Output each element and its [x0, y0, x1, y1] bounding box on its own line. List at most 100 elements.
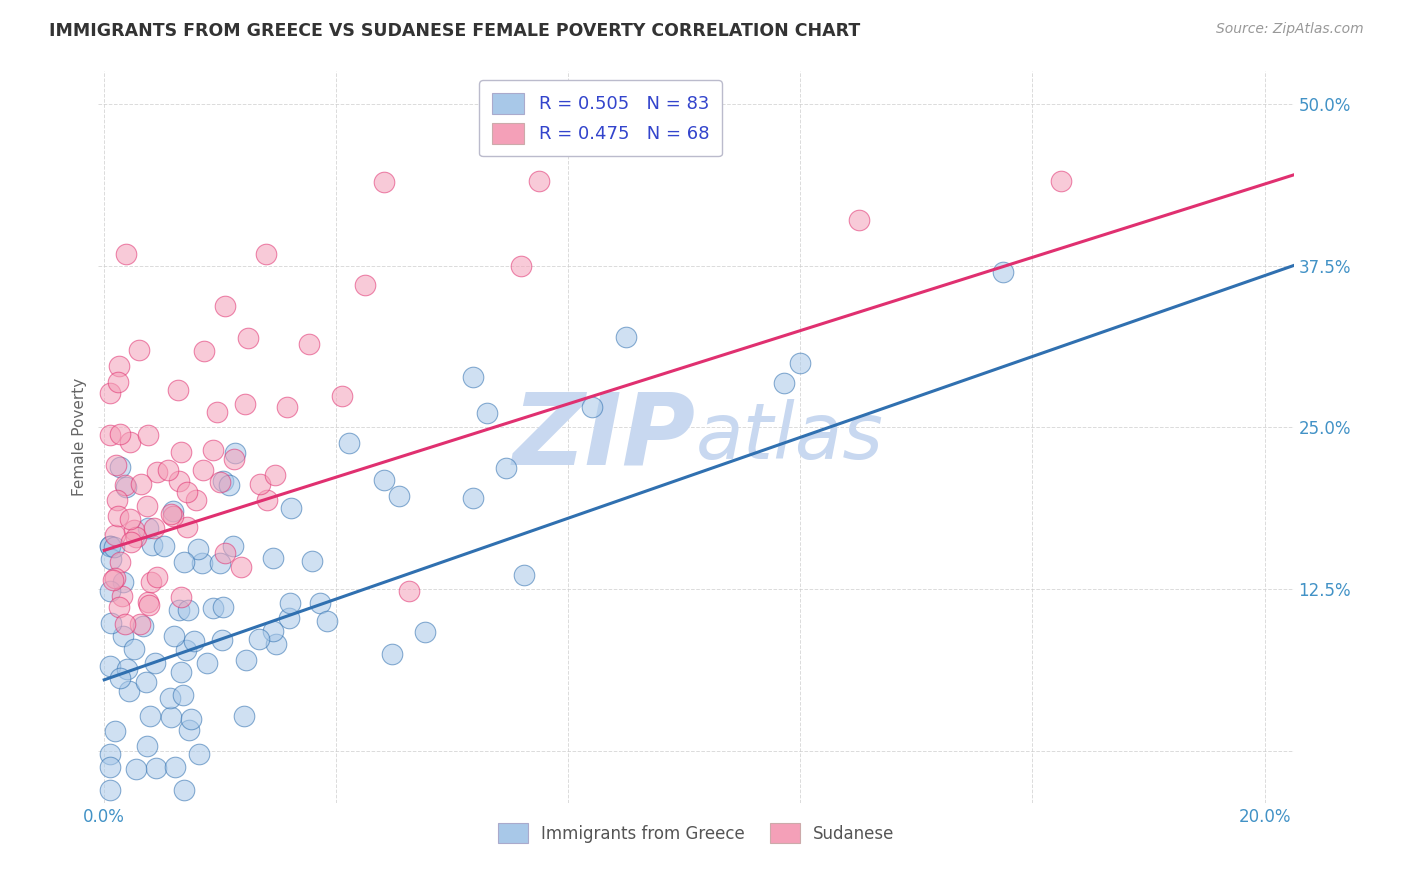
Point — [229, 560, 252, 574]
Text: Source: ZipAtlas.com: Source: ZipAtlas.com — [1216, 22, 1364, 37]
Point — [373, 473, 395, 487]
Point — [98, 658, 121, 673]
Point — [209, 475, 232, 490]
Point — [118, 435, 141, 450]
Point — [98, 386, 121, 401]
Point — [120, 511, 142, 525]
Point — [398, 583, 420, 598]
Point — [162, 509, 184, 524]
Point — [495, 461, 517, 475]
Point — [108, 359, 131, 373]
Point — [211, 632, 233, 647]
Point — [135, 739, 157, 754]
Point — [193, 344, 215, 359]
Point — [176, 484, 198, 499]
Point — [114, 480, 136, 494]
Point — [301, 554, 323, 568]
Point — [167, 603, 190, 617]
Point — [141, 575, 163, 590]
Point — [205, 405, 228, 419]
Point — [141, 538, 163, 552]
Text: IMMIGRANTS FROM GREECE VS SUDANESE FEMALE POVERTY CORRELATION CHART: IMMIGRANTS FROM GREECE VS SUDANESE FEMAL… — [49, 22, 860, 40]
Point — [510, 260, 533, 274]
Point — [100, 615, 122, 630]
Point — [172, 688, 194, 702]
Point — [128, 343, 150, 357]
Point — [224, 446, 246, 460]
Point — [98, 760, 121, 774]
Point — [115, 661, 138, 675]
Point — [262, 550, 284, 565]
Point — [108, 671, 131, 685]
Point — [139, 709, 162, 723]
Point — [848, 212, 870, 227]
Point — [789, 356, 811, 370]
Point — [190, 556, 212, 570]
Point — [111, 589, 134, 603]
Point — [315, 614, 337, 628]
Point — [218, 478, 240, 492]
Point — [477, 406, 499, 420]
Point — [146, 465, 169, 479]
Point — [193, 463, 215, 477]
Point — [201, 442, 224, 457]
Point — [104, 528, 127, 542]
Point — [235, 653, 257, 667]
Text: ZIP: ZIP — [513, 389, 696, 485]
Point — [108, 556, 131, 570]
Point — [107, 375, 129, 389]
Point — [208, 557, 231, 571]
Point — [131, 477, 153, 491]
Point — [135, 675, 157, 690]
Point — [120, 535, 142, 549]
Point — [170, 665, 193, 679]
Point — [145, 761, 167, 775]
Point — [176, 520, 198, 534]
Point — [138, 598, 160, 612]
Point — [136, 594, 159, 608]
Point — [98, 428, 121, 442]
Point — [114, 478, 136, 492]
Point — [122, 641, 145, 656]
Point — [163, 760, 186, 774]
Point — [232, 708, 254, 723]
Point — [110, 427, 132, 442]
Point — [162, 629, 184, 643]
Point — [463, 491, 485, 505]
Point — [103, 540, 125, 554]
Point — [146, 569, 169, 583]
Point — [413, 625, 436, 640]
Point — [169, 474, 191, 488]
Point — [98, 782, 121, 797]
Point — [100, 551, 122, 566]
Point — [264, 637, 287, 651]
Point — [183, 634, 205, 648]
Point — [233, 397, 256, 411]
Point — [195, 656, 218, 670]
Point — [103, 573, 125, 587]
Point — [107, 508, 129, 523]
Point — [153, 539, 176, 553]
Point — [98, 539, 121, 553]
Point — [581, 400, 603, 414]
Point — [174, 642, 197, 657]
Point — [176, 603, 198, 617]
Point — [180, 712, 202, 726]
Point — [160, 507, 183, 521]
Point — [157, 463, 180, 477]
Point — [262, 624, 284, 639]
Point — [142, 521, 165, 535]
Point — [512, 568, 534, 582]
Point — [354, 277, 377, 292]
Point — [297, 336, 319, 351]
Point — [214, 299, 236, 313]
Point — [112, 574, 135, 589]
Point — [129, 616, 152, 631]
Point — [187, 747, 209, 761]
Point — [114, 247, 136, 261]
Point — [380, 647, 402, 661]
Point — [111, 629, 134, 643]
Point — [309, 596, 332, 610]
Point — [212, 599, 235, 614]
Point — [125, 530, 148, 544]
